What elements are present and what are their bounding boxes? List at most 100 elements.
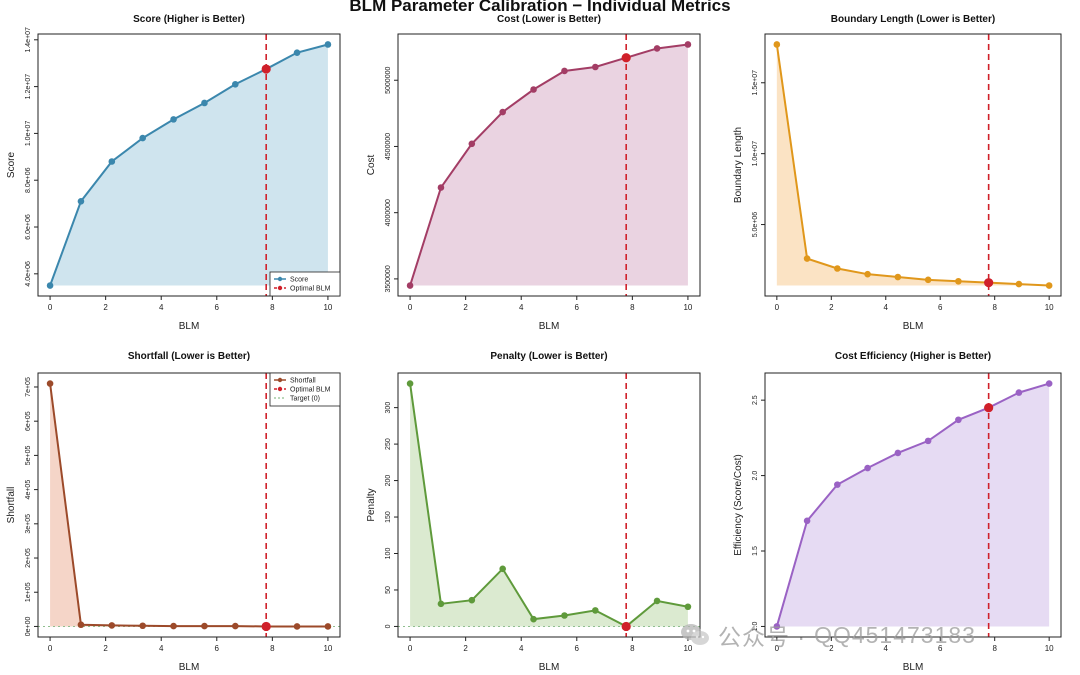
x-tick-label: 10	[683, 303, 692, 312]
y-tick-label: 150	[385, 511, 392, 523]
x-tick-label: 4	[159, 303, 164, 312]
y-tick-label: 0e+00	[25, 617, 32, 637]
y-tick-label: 8.0e+06	[25, 167, 32, 193]
y-tick-label: 6.0e+06	[25, 214, 32, 240]
x-tick-label: 10	[1045, 644, 1054, 653]
series-line	[409, 43, 689, 286]
y-tick-label: 300	[385, 402, 392, 414]
x-tick-label: 0	[775, 644, 780, 653]
data-point	[530, 615, 537, 623]
y-tick-label: 0	[385, 624, 392, 628]
data-point	[684, 603, 692, 611]
y-tick-label: 250	[385, 438, 392, 450]
y-tick-label: 1.0	[752, 621, 759, 631]
data-point	[324, 623, 332, 630]
data-point	[293, 623, 301, 630]
y-axis-label: Score	[6, 152, 17, 179]
series-line	[49, 43, 329, 286]
x-tick-label: 2	[829, 644, 834, 653]
y-tick-label: 2e+05	[25, 548, 32, 568]
y-tick-label: 1.5	[752, 546, 759, 556]
series-line	[775, 44, 1050, 287]
y-axis-label: Penalty	[366, 488, 377, 521]
x-axis-label: BLM	[179, 662, 200, 673]
x-tick-label: 8	[630, 303, 635, 312]
data-point	[437, 184, 445, 191]
area-fill	[50, 383, 328, 627]
y-tick-label: 4e+05	[25, 480, 32, 500]
data-point	[864, 270, 871, 278]
y-tick-label: 200	[385, 475, 392, 487]
x-tick-label: 4	[884, 644, 889, 653]
x-tick-label: 2	[103, 303, 108, 312]
data-point	[77, 621, 85, 629]
x-axis-label: BLM	[903, 321, 924, 332]
data-point	[924, 276, 932, 284]
legend-entry-label: Score	[290, 277, 308, 284]
data-point	[834, 265, 841, 272]
chart-panel-boundary-length: Boundary Length (Lower is Better) 0 2 4 6 8 10…	[733, 14, 1062, 332]
data-point	[1015, 389, 1023, 396]
chart-title: Cost Efficiency (Higher is Better)	[835, 351, 991, 362]
y-tick-label: 1.4e+07	[25, 27, 32, 53]
y-tick-label: 1.5e+07	[752, 70, 759, 96]
y-tick-label: 4500000	[385, 133, 392, 160]
data-point	[773, 623, 781, 630]
x-tick-label: 8	[270, 303, 275, 312]
y-tick-label: 100	[385, 548, 392, 560]
main-title: BLM Parameter Calibration − Individual M…	[349, 0, 731, 15]
watermark-prefix: 公众号 ·	[718, 624, 807, 650]
legend-series-marker	[277, 377, 283, 383]
watermark: 公众号 · QQ451473183	[680, 618, 976, 652]
data-point	[499, 108, 506, 116]
data-point	[139, 134, 146, 142]
x-tick-label: 10	[323, 644, 332, 653]
x-tick-label: 10	[323, 303, 332, 312]
x-tick-label: 8	[630, 644, 635, 653]
data-point	[1045, 380, 1053, 387]
y-tick-label: 5.0e+06	[752, 212, 759, 238]
area-fill	[410, 44, 688, 286]
x-tick-label: 6	[215, 303, 220, 312]
y-tick-label: 3500000	[385, 265, 392, 292]
data-point	[894, 449, 902, 457]
x-tick-label: 10	[683, 644, 692, 653]
data-point	[684, 41, 692, 48]
area-fill	[776, 44, 1050, 286]
y-tick-label: 6e+05	[25, 411, 32, 431]
area-fill	[50, 44, 328, 286]
plot-frame	[764, 372, 1062, 638]
data-point	[77, 197, 85, 205]
y-tick-label: 2.5	[752, 395, 759, 405]
chart-title: Penalty (Lower is Better)	[490, 351, 607, 362]
x-tick-label: 6	[575, 303, 580, 312]
x-tick-label: 4	[519, 644, 524, 653]
y-tick-label: 1.2e+07	[25, 74, 32, 100]
x-tick-label: 0	[408, 303, 413, 312]
legend-series-marker	[277, 276, 283, 282]
watermark-id: QQ451473183	[814, 621, 976, 648]
chart-title: Shortfall (Lower is Better)	[128, 351, 250, 362]
data-point	[232, 622, 239, 630]
data-point	[468, 140, 476, 148]
data-point	[499, 565, 506, 573]
chart-panel-shortfall: Shortfall (Lower is Better) 0 2 4 6 8 10 0e+00 1…	[6, 351, 341, 673]
data-point	[139, 622, 146, 630]
area-fill	[776, 383, 1050, 627]
data-point	[894, 273, 902, 281]
x-tick-label: 2	[103, 644, 108, 653]
plot-frame	[397, 33, 701, 297]
y-tick-label: 2.0	[752, 471, 759, 481]
data-point	[46, 380, 54, 387]
legend-optimal-marker	[277, 285, 283, 291]
x-axis-label: BLM	[903, 662, 924, 673]
data-point	[201, 99, 208, 107]
data-point	[834, 481, 841, 488]
x-tick-label: 0	[48, 303, 53, 312]
x-tick-label: 8	[992, 644, 997, 653]
x-axis-label: BLM	[539, 321, 560, 332]
data-point	[924, 437, 932, 445]
plot-frame	[764, 33, 1062, 297]
x-tick-label: 6	[215, 644, 220, 653]
data-point	[1045, 282, 1053, 289]
